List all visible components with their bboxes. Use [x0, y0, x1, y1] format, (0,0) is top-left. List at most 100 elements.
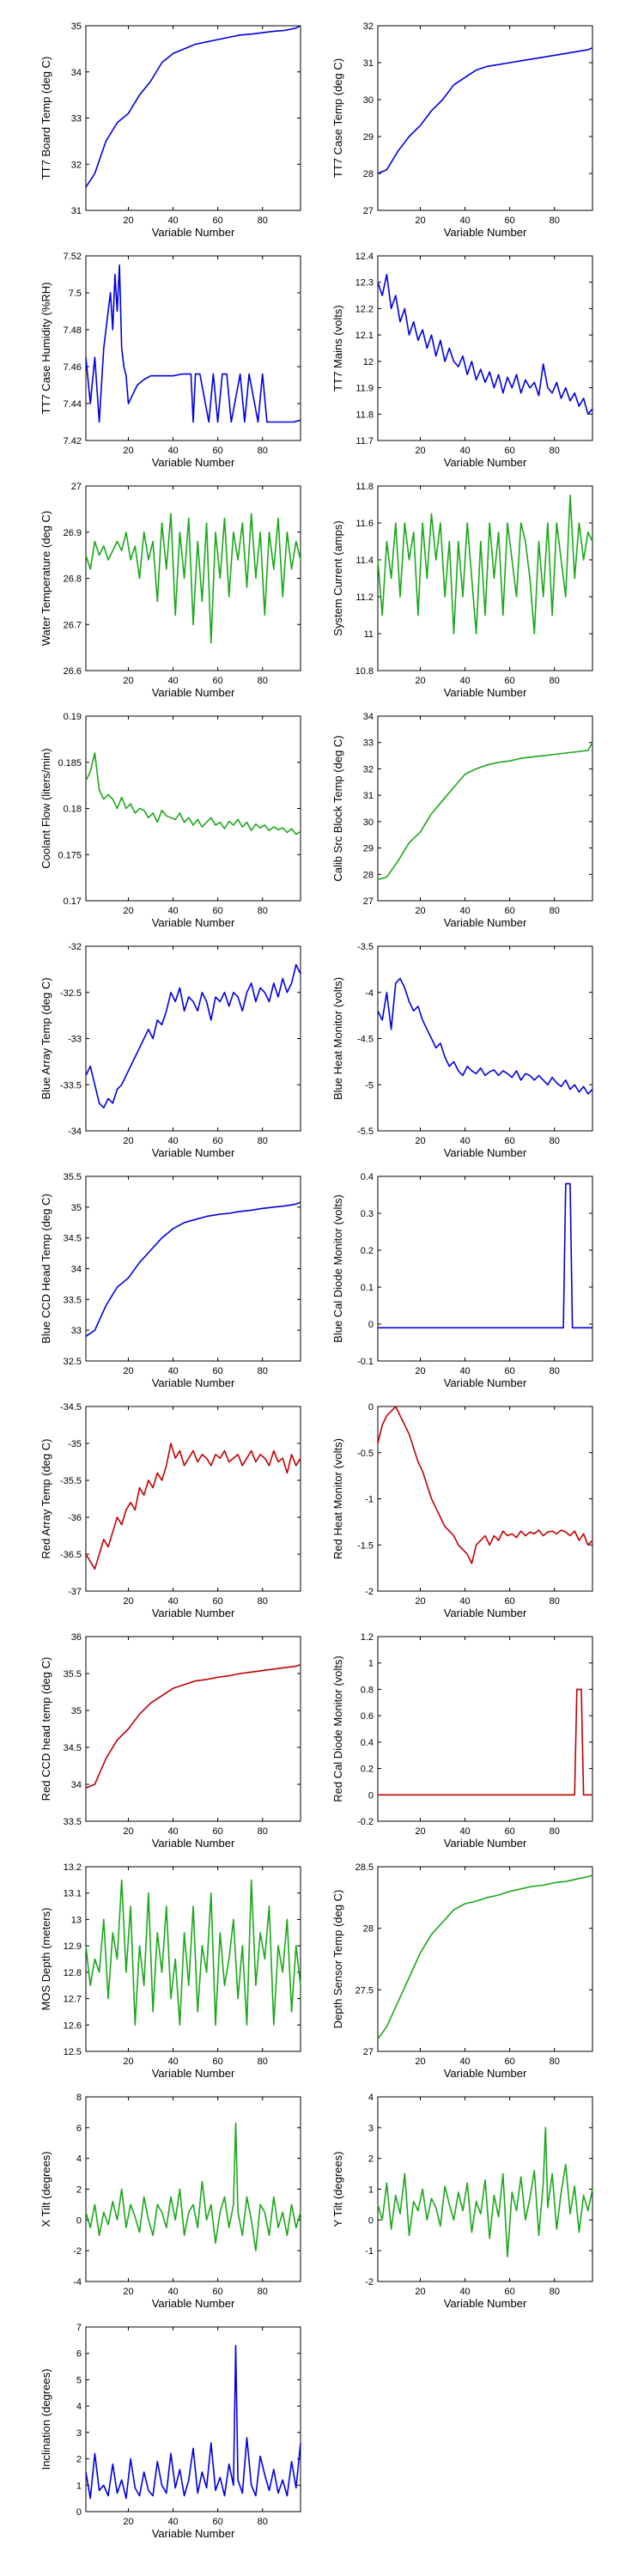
y-tick-label: 8: [76, 2093, 82, 2103]
y-tick-label: -2: [365, 1587, 374, 1597]
x-tick-label: 20: [123, 1366, 133, 1376]
plot-frame: [85, 2096, 301, 2282]
y-tick-label: 0.4: [361, 1172, 374, 1182]
y-axis-label: Red Heat Monitor (volts): [331, 1438, 344, 1559]
x-axis-label: Variable Number: [444, 1146, 527, 1159]
y-tick-label: 0.2: [361, 1246, 374, 1256]
chart-panel-2: 20 40 60 80 27 28 29 30 31 32 Variable Number TT7 C…: [331, 21, 593, 239]
y-tick-label: 36: [71, 1632, 82, 1643]
series-line: [85, 1663, 301, 1789]
y-axis-label: TT7 Case Temp (deg C): [331, 58, 344, 178]
x-tick-label: 80: [258, 1826, 268, 1837]
y-tick-label: 12.9: [64, 1941, 82, 1952]
y-tick-label: 0: [368, 2215, 374, 2226]
y-tick-label: 0: [368, 1790, 374, 1801]
y-tick-label: 1.2: [361, 1632, 374, 1643]
x-tick-label: 60: [505, 216, 515, 226]
plot-frame: [377, 1406, 593, 1592]
x-tick-label: 80: [550, 676, 560, 686]
y-axis-label: TT7 Case Humidity (%RH): [39, 283, 52, 415]
y-tick-label: -36.5: [60, 1550, 82, 1560]
y-tick-label: -37: [68, 1587, 82, 1597]
y-tick-label: 0.1: [361, 1283, 374, 1293]
chart-panel-8: 20 40 60 80 27 28 29 30 31 32 33 34 Variable Number C…: [331, 712, 593, 929]
y-tick-label: 11.6: [355, 519, 374, 529]
y-tick-label: 28.5: [355, 1862, 374, 1873]
y-tick-label: 13: [71, 1915, 82, 1925]
y-tick-label: -32: [68, 942, 82, 952]
y-axis-label: Depth Sensor Temp (deg C): [331, 1890, 344, 2029]
x-tick-label: 60: [213, 2287, 223, 2297]
y-tick-label: 0: [76, 2215, 82, 2226]
y-tick-label: 4: [368, 2093, 374, 2103]
x-tick-label: 60: [213, 906, 223, 916]
x-tick-label: 20: [415, 216, 425, 226]
x-tick-label: 20: [415, 1596, 425, 1607]
x-tick-label: 80: [258, 906, 268, 916]
x-axis-label: Variable Number: [444, 226, 527, 239]
y-tick-label: 31: [363, 791, 374, 801]
x-axis-label: Variable Number: [444, 686, 527, 699]
x-axis-label: Variable Number: [444, 1376, 527, 1389]
y-tick-label: 7.46: [64, 362, 82, 373]
y-axis-label: Red Cal Diode Monitor (volts): [331, 1656, 344, 1802]
chart-panel-5: 20 40 60 80 26.6 26.7 26.8 26.9 27 Variable Numbe…: [39, 482, 301, 699]
y-tick-label: 10.8: [355, 666, 374, 677]
x-tick-label: 80: [258, 676, 268, 686]
plot-frame: [85, 25, 301, 211]
y-tick-label: 35: [71, 21, 82, 32]
y-tick-label: -4.5: [357, 1035, 374, 1045]
y-tick-label: -1.5: [357, 1540, 374, 1551]
y-axis-label: Blue Cal Diode Monitor (volts): [331, 1194, 344, 1343]
y-tick-label: 6: [76, 2123, 82, 2134]
x-tick-label: 40: [167, 1366, 178, 1376]
x-tick-label: 40: [167, 446, 178, 456]
series-line: [377, 1874, 593, 2040]
chart-panel-16: 20 40 60 80 -0.2 0 0.2 0.4 0.6 0.8 1 1.2 Variable Nu…: [331, 1632, 593, 1850]
y-tick-label: -36: [68, 1513, 82, 1523]
x-axis-label: Variable Number: [152, 2527, 235, 2540]
y-tick-label: 7.52: [64, 252, 82, 262]
plot-frame: [377, 2096, 593, 2282]
x-tick-label: 20: [415, 906, 425, 916]
y-tick-label: 12.3: [355, 278, 374, 289]
y-tick-label: 13.2: [64, 1862, 82, 1873]
y-tick-label: 0.8: [361, 1685, 374, 1695]
x-tick-label: 40: [459, 1596, 470, 1607]
y-axis-label: Y Tilt (degrees): [331, 2152, 344, 2227]
y-tick-label: 0: [76, 2507, 82, 2518]
plot-frame: [85, 945, 301, 1132]
x-tick-label: 20: [415, 2057, 425, 2067]
plot-frame: [85, 485, 301, 671]
x-tick-label: 80: [258, 2057, 268, 2067]
x-tick-label: 20: [415, 2287, 425, 2297]
y-tick-label: 1: [368, 1659, 374, 1669]
y-tick-label: 27: [71, 482, 82, 492]
y-tick-label: 12.8: [64, 1968, 82, 1978]
y-tick-label: 6: [76, 2349, 82, 2360]
y-tick-label: -34: [68, 1127, 82, 1137]
plot-frame: [85, 1176, 301, 1362]
y-tick-label: 4: [76, 2402, 82, 2412]
y-tick-label: 27.5: [355, 1985, 374, 1996]
y-axis-label: TT7 Board Temp (deg C): [39, 57, 52, 180]
y-tick-label: 33.5: [64, 1295, 82, 1305]
y-tick-label: 0.17: [64, 896, 82, 907]
series-line: [377, 47, 593, 174]
y-tick-label: 7.44: [64, 399, 82, 410]
x-tick-label: 40: [167, 1826, 178, 1837]
x-tick-label: 80: [550, 2287, 560, 2297]
y-axis-label: Inclination (degrees): [39, 2369, 52, 2470]
x-axis-label: Variable Number: [152, 456, 235, 469]
y-tick-label: 33: [363, 738, 374, 749]
y-tick-label: -3.5: [357, 942, 374, 952]
x-tick-label: 40: [459, 1826, 470, 1837]
y-axis-label: TT7 Mains (volts): [331, 305, 344, 391]
series-line: [378, 1688, 592, 1796]
y-tick-label: -2: [365, 2277, 374, 2287]
y-tick-label: 34: [71, 68, 82, 78]
x-tick-label: 40: [459, 676, 470, 686]
y-tick-label: 34.5: [64, 1234, 82, 1244]
x-tick-label: 20: [415, 1136, 425, 1146]
y-tick-label: 3: [76, 2428, 82, 2439]
